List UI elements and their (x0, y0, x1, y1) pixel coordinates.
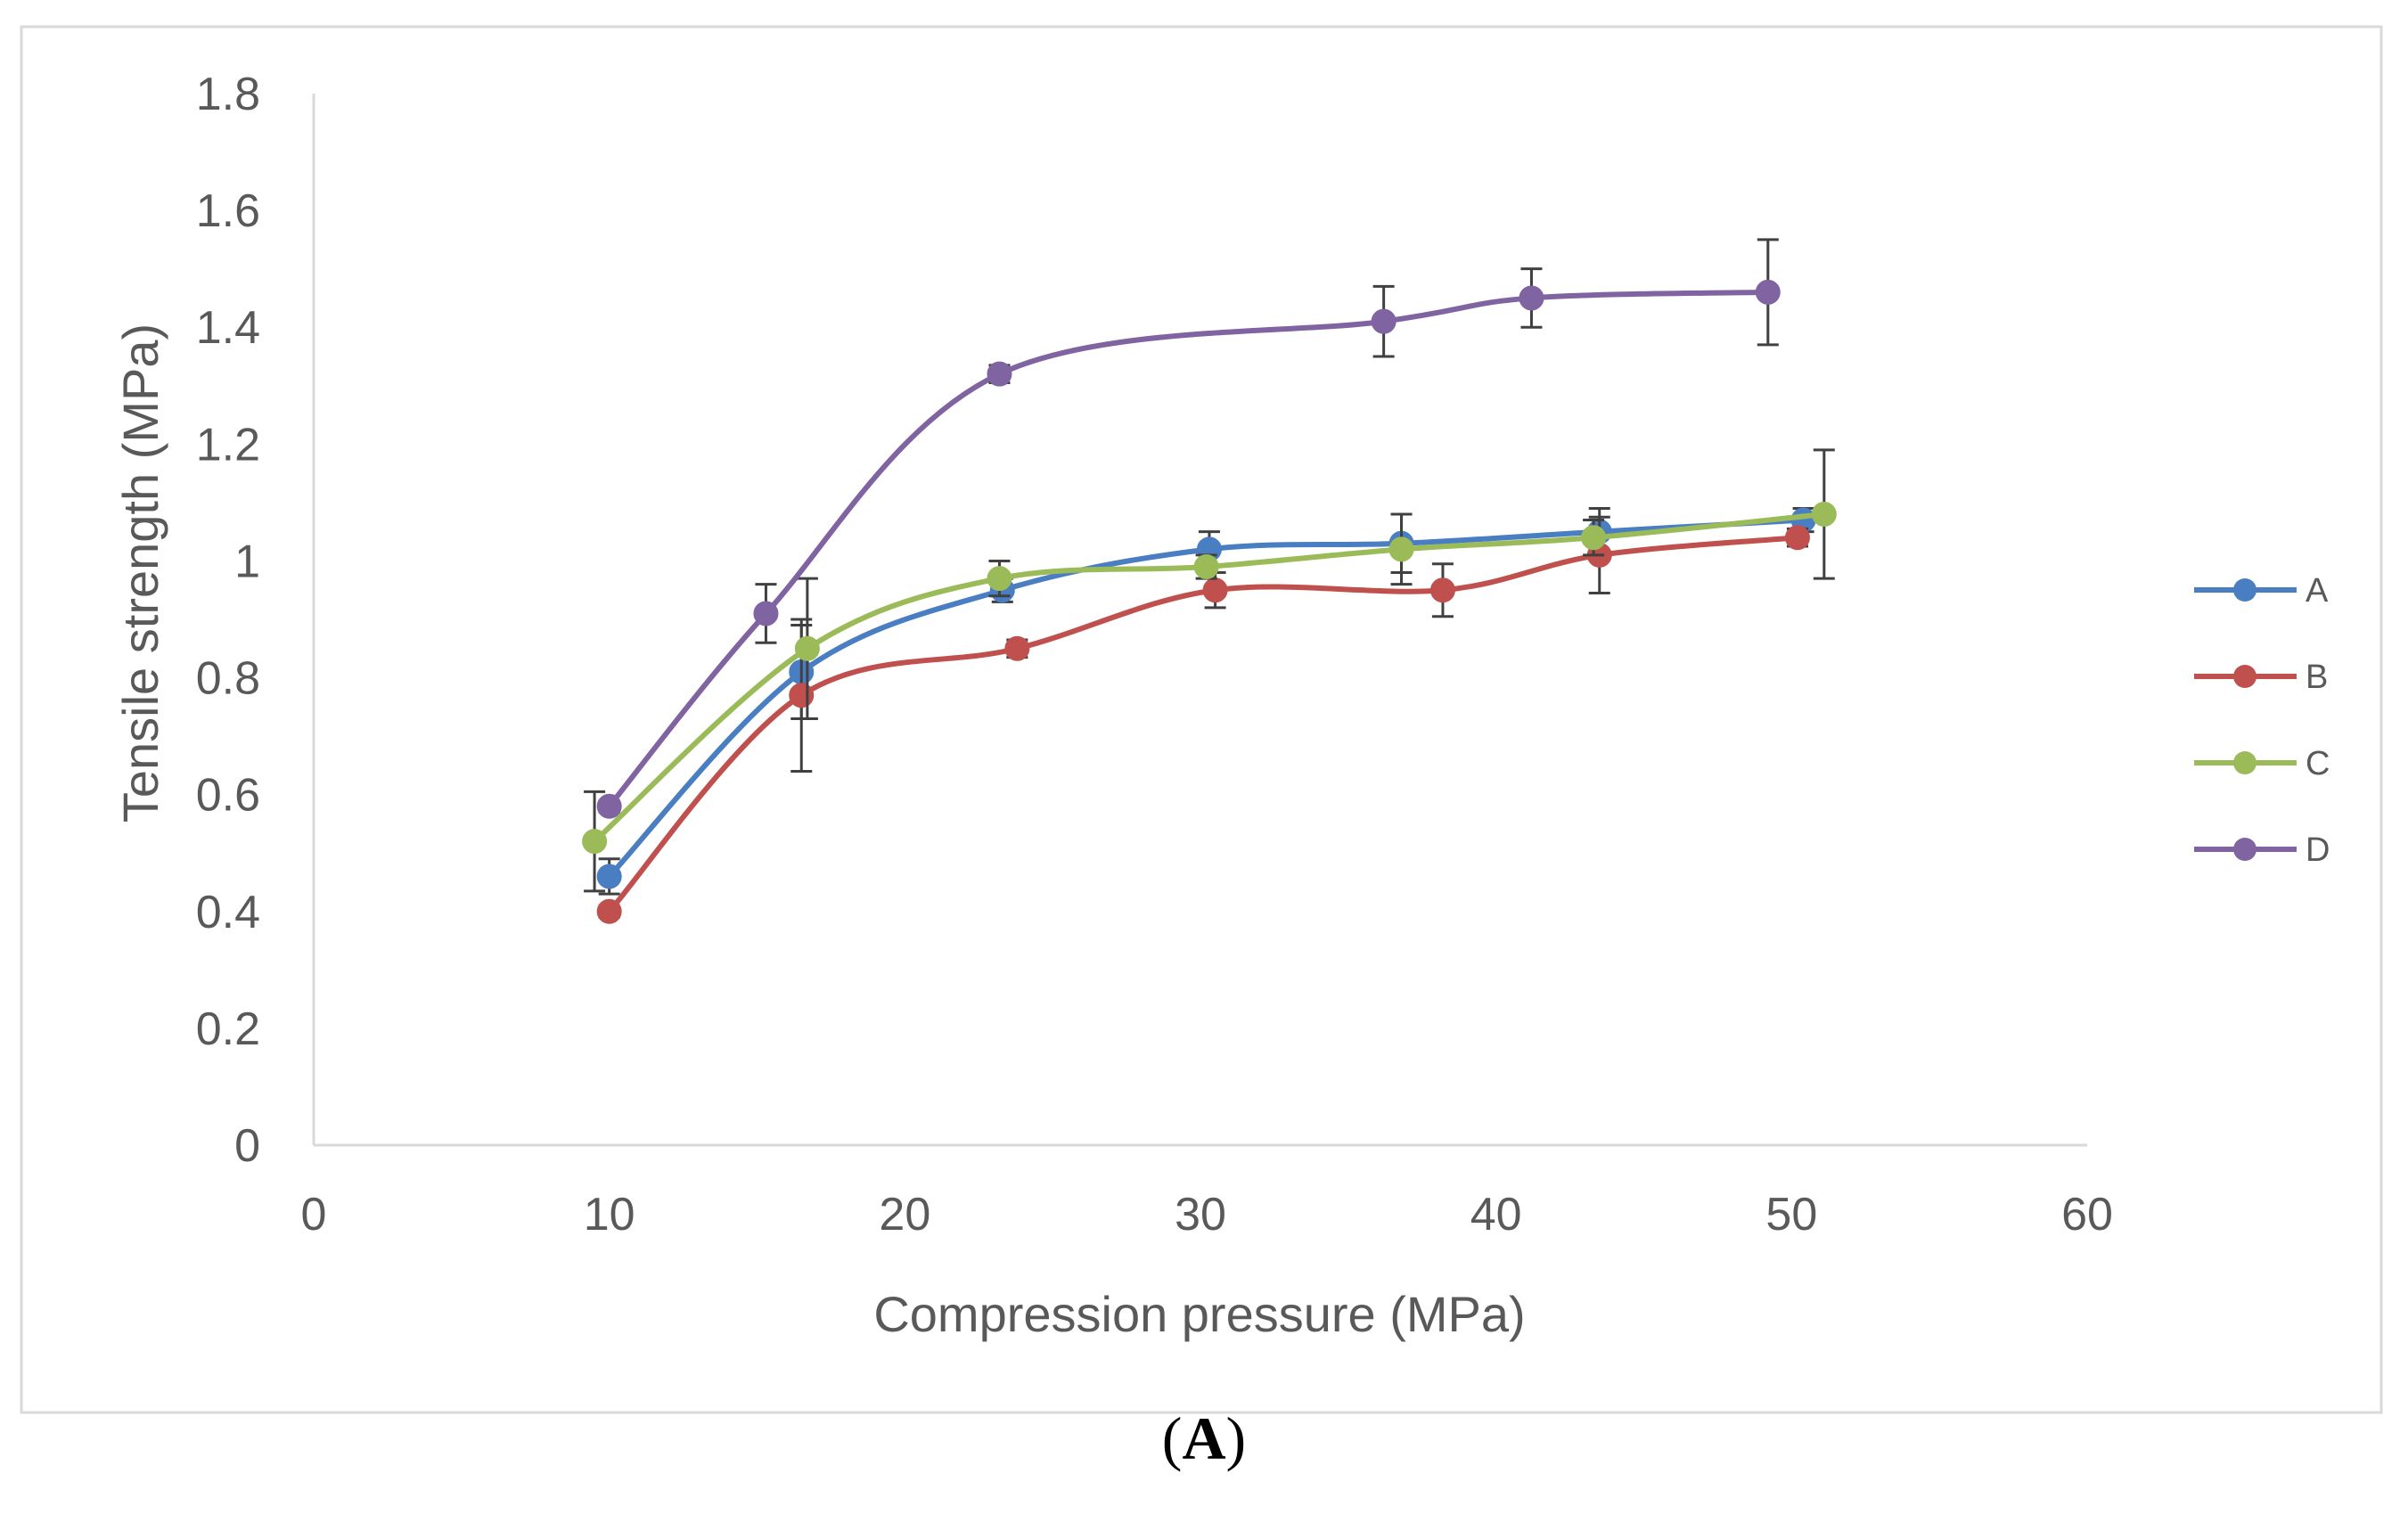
plot-area (582, 238, 1837, 924)
y-axis-label: Tensile strength (MPa) (112, 323, 168, 823)
legend-label: A (2306, 572, 2329, 610)
legend-label: D (2306, 831, 2330, 869)
y-tick-label: 1 (234, 536, 260, 587)
data-point (1581, 525, 1607, 551)
data-point (1202, 577, 1228, 603)
legend-swatch-marker (2233, 838, 2256, 861)
data-point (753, 601, 779, 626)
y-tick-label: 1.4 (196, 302, 260, 354)
data-point (1755, 279, 1781, 305)
data-point (987, 566, 1012, 592)
data-point (789, 683, 815, 708)
y-tick-label: 0.6 (196, 770, 260, 822)
y-tick-label: 0.2 (196, 1003, 260, 1055)
data-point (1004, 635, 1030, 661)
y-tick-label: 1.6 (196, 185, 260, 237)
data-point (596, 793, 622, 819)
y-tick-label: 0.4 (196, 887, 260, 938)
legend-swatch-marker (2233, 578, 2256, 602)
data-point (987, 361, 1012, 387)
legend-item-C: C (2194, 745, 2330, 782)
panel-label-letter: A (1182, 1404, 1226, 1472)
data-point (1193, 554, 1219, 579)
legend-label: C (2306, 745, 2330, 782)
data-point (1811, 502, 1837, 527)
legend-swatch-marker (2233, 751, 2256, 774)
x-tick-label: 50 (1765, 1189, 1817, 1241)
x-tick-label: 30 (1175, 1189, 1226, 1241)
data-point (1519, 285, 1544, 311)
data-point (1388, 536, 1414, 562)
series-C (582, 448, 1837, 893)
y-tick-label: 0.8 (196, 653, 260, 705)
series-line-D (607, 289, 1768, 808)
legend: A B C D (2194, 572, 2330, 869)
axes (312, 94, 2087, 1147)
chart-border (20, 25, 2383, 1414)
y-tick-label: 1.2 (196, 419, 260, 471)
data-point (1371, 308, 1396, 334)
data-point (1784, 525, 1810, 551)
legend-label: B (2306, 659, 2328, 696)
y-tick-label: 1.8 (196, 69, 260, 120)
y-tick-label: 0 (234, 1120, 260, 1172)
x-axis-label: Compression pressure (MPa) (873, 1286, 1525, 1342)
data-point (596, 864, 622, 889)
legend-item-A: A (2194, 572, 2329, 610)
series-D (596, 238, 1781, 819)
data-point (1429, 577, 1455, 603)
x-tick-label: 20 (879, 1189, 930, 1241)
legend-item-D: D (2194, 831, 2330, 869)
x-tick-label: 0 (301, 1189, 327, 1241)
tick-labels: 0 10 20 30 40 50 60 0 0.2 0.4 0.6 0.8 1 1.2 1.4 1.6 1.8 (196, 69, 2113, 1241)
x-tick-label: 40 (1470, 1189, 1522, 1241)
data-point (794, 635, 820, 661)
legend-item-B: B (2194, 659, 2328, 696)
x-tick-label: 60 (2061, 1189, 2113, 1241)
x-tick-label: 10 (584, 1189, 635, 1241)
data-point (596, 898, 622, 924)
panel-label: (A) (1161, 1404, 1247, 1472)
legend-swatch-marker (2233, 665, 2256, 688)
data-point (582, 829, 608, 855)
